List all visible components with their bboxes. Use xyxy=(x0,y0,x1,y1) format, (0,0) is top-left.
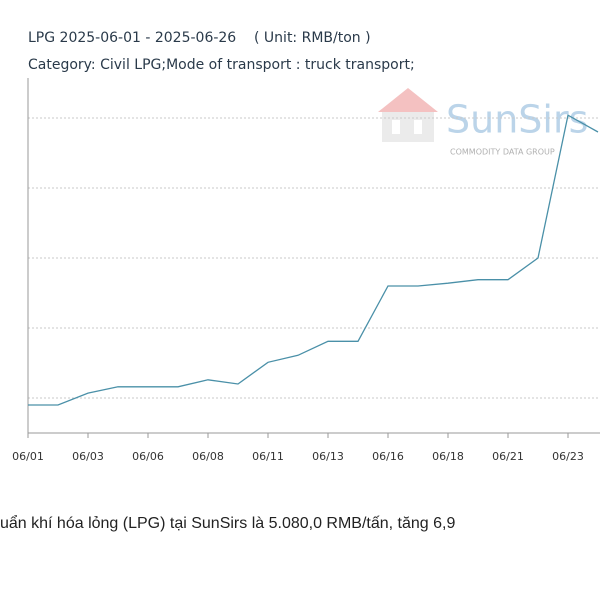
caption: uẩn khí hóa lỏng (LPG) tại SunSirs là 5.… xyxy=(0,514,455,532)
x-tick-label: 06/18 xyxy=(432,450,464,463)
chart-subtitle: Category: Civil LPG;Mode of transport : … xyxy=(28,57,415,73)
x-tick-label: 06/01 xyxy=(12,450,44,463)
x-tick-label: 06/03 xyxy=(72,450,104,463)
watermark-sub: COMMODITY DATA GROUP xyxy=(450,148,555,157)
line-series xyxy=(28,114,599,406)
x-tick-label: 06/13 xyxy=(312,450,344,463)
chart-title: LPG 2025-06-01 - 2025-06-26 ( Unit: RMB/… xyxy=(28,30,371,46)
x-tick-label: 06/23 xyxy=(552,450,584,463)
watermark-logo xyxy=(378,88,438,142)
x-tick-label: 06/11 xyxy=(252,450,284,463)
x-tick-label: 06/08 xyxy=(192,450,224,463)
x-tick-label: 06/16 xyxy=(372,450,404,463)
x-tick-label: 06/06 xyxy=(132,450,164,463)
x-tick-label: 06/21 xyxy=(492,450,524,463)
